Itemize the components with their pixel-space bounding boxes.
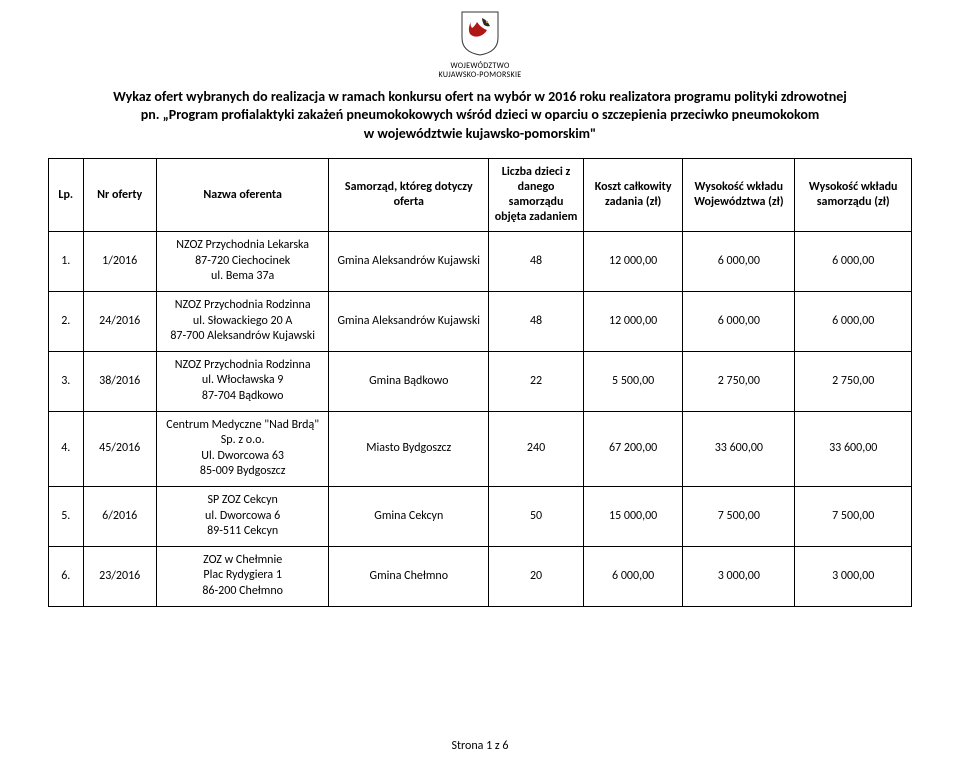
table-row: 2.24/2016NZOZ Przychodnia Rodzinnaul. Sł… (49, 292, 912, 352)
page: WOJEWÓDZTWO KUJAWSKO-POMORSKIE Wykaz ofe… (0, 0, 960, 759)
cell-sam: Miasto Bydgoszcz (329, 411, 489, 486)
cell-wklad: 6 000,00 (795, 292, 912, 352)
cell-lp: 5. (49, 486, 84, 546)
col-woj: Wysokość wkładu Województwa (zł) (683, 159, 795, 232)
col-licz: Liczba dzieci z danego samorządu objęta … (489, 159, 584, 232)
cell-wklad: 3 000,00 (795, 546, 912, 606)
table-row: 6.23/2016ZOZ w ChełmniePlac Rydygiera 18… (49, 546, 912, 606)
cell-name: SP ZOZ Cekcynul. Dworcowa 689-511 Cekcyn (156, 486, 329, 546)
cell-nr: 23/2016 (83, 546, 156, 606)
col-koszt: Koszt całkowity zadania (zł) (584, 159, 683, 232)
title-line1: Wykaz ofert wybranych do realizacja w ra… (113, 88, 847, 105)
cell-nr: 6/2016 (83, 486, 156, 546)
cell-woj: 7 500,00 (683, 486, 795, 546)
header-logo-block: WOJEWÓDZTWO KUJAWSKO-POMORSKIE (48, 10, 912, 80)
cell-lp: 1. (49, 232, 84, 292)
cell-name: NZOZ Przychodnia Rodzinnaul. Włocławska … (156, 351, 329, 411)
org-line2: KUJAWSKO-POMORSKIE (439, 70, 522, 80)
cell-sam: Gmina Aleksandrów Kujawski (329, 292, 489, 352)
cell-wklad: 7 500,00 (795, 486, 912, 546)
cell-wklad: 2 750,00 (795, 351, 912, 411)
cell-nr: 1/2016 (83, 232, 156, 292)
col-nr: Nr oferty (83, 159, 156, 232)
cell-lp: 3. (49, 351, 84, 411)
cell-wklad: 33 600,00 (795, 411, 912, 486)
cell-nr: 24/2016 (83, 292, 156, 352)
cell-name: NZOZ Przychodnia Rodzinnaul. Słowackiego… (156, 292, 329, 352)
cell-koszt: 5 500,00 (584, 351, 683, 411)
cell-licz: 50 (489, 486, 584, 546)
cell-licz: 22 (489, 351, 584, 411)
cell-woj: 6 000,00 (683, 232, 795, 292)
offers-table: Lp. Nr oferty Nazwa oferenta Samorząd, k… (48, 158, 912, 606)
cell-koszt: 15 000,00 (584, 486, 683, 546)
cell-sam: Gmina Cekcyn (329, 486, 489, 546)
col-wklad: Wysokość wkładu samorządu (zł) (795, 159, 912, 232)
cell-nr: 45/2016 (83, 411, 156, 486)
cell-name: ZOZ w ChełmniePlac Rydygiera 186-200 Che… (156, 546, 329, 606)
cell-licz: 240 (489, 411, 584, 486)
cell-koszt: 12 000,00 (584, 232, 683, 292)
cell-koszt: 6 000,00 (584, 546, 683, 606)
crest-icon (460, 10, 500, 56)
cell-woj: 33 600,00 (683, 411, 795, 486)
cell-woj: 6 000,00 (683, 292, 795, 352)
title-line3: w województwie kujawsko-pomorskim" (364, 125, 596, 142)
table-row: 1.1/2016NZOZ Przychodnia Lekarska87-720 … (49, 232, 912, 292)
cell-lp: 6. (49, 546, 84, 606)
cell-licz: 20 (489, 546, 584, 606)
page-footer: Strona 1 z 6 (0, 739, 960, 753)
cell-koszt: 12 000,00 (584, 292, 683, 352)
col-name: Nazwa oferenta (156, 159, 329, 232)
cell-woj: 2 750,00 (683, 351, 795, 411)
table-row: 5.6/2016SP ZOZ Cekcynul. Dworcowa 689-51… (49, 486, 912, 546)
table-row: 4.45/2016Centrum Medyczne "Nad Brdą"Sp. … (49, 411, 912, 486)
cell-woj: 3 000,00 (683, 546, 795, 606)
cell-licz: 48 (489, 232, 584, 292)
cell-wklad: 6 000,00 (795, 232, 912, 292)
cell-koszt: 67 200,00 (584, 411, 683, 486)
cell-name: Centrum Medyczne "Nad Brdą"Sp. z o.o.Ul.… (156, 411, 329, 486)
table-body: 1.1/2016NZOZ Przychodnia Lekarska87-720 … (49, 232, 912, 606)
cell-nr: 38/2016 (83, 351, 156, 411)
cell-licz: 48 (489, 292, 584, 352)
title-line2: pn. „Program profialaktyki zakażeń pneum… (141, 106, 820, 123)
cell-name: NZOZ Przychodnia Lekarska87-720 Ciechoci… (156, 232, 329, 292)
cell-sam: Gmina Bądkowo (329, 351, 489, 411)
page-title: Wykaz ofert wybranych do realizacja w ra… (48, 88, 912, 145)
cell-lp: 2. (49, 292, 84, 352)
cell-sam: Gmina Aleksandrów Kujawski (329, 232, 489, 292)
org-name: WOJEWÓDZTWO KUJAWSKO-POMORSKIE (48, 62, 912, 80)
col-sam: Samorząd, któreg dotyczy oferta (329, 159, 489, 232)
cell-lp: 4. (49, 411, 84, 486)
cell-sam: Gmina Chełmno (329, 546, 489, 606)
table-header: Lp. Nr oferty Nazwa oferenta Samorząd, k… (49, 159, 912, 232)
table-row: 3.38/2016NZOZ Przychodnia Rodzinnaul. Wł… (49, 351, 912, 411)
col-lp: Lp. (49, 159, 84, 232)
